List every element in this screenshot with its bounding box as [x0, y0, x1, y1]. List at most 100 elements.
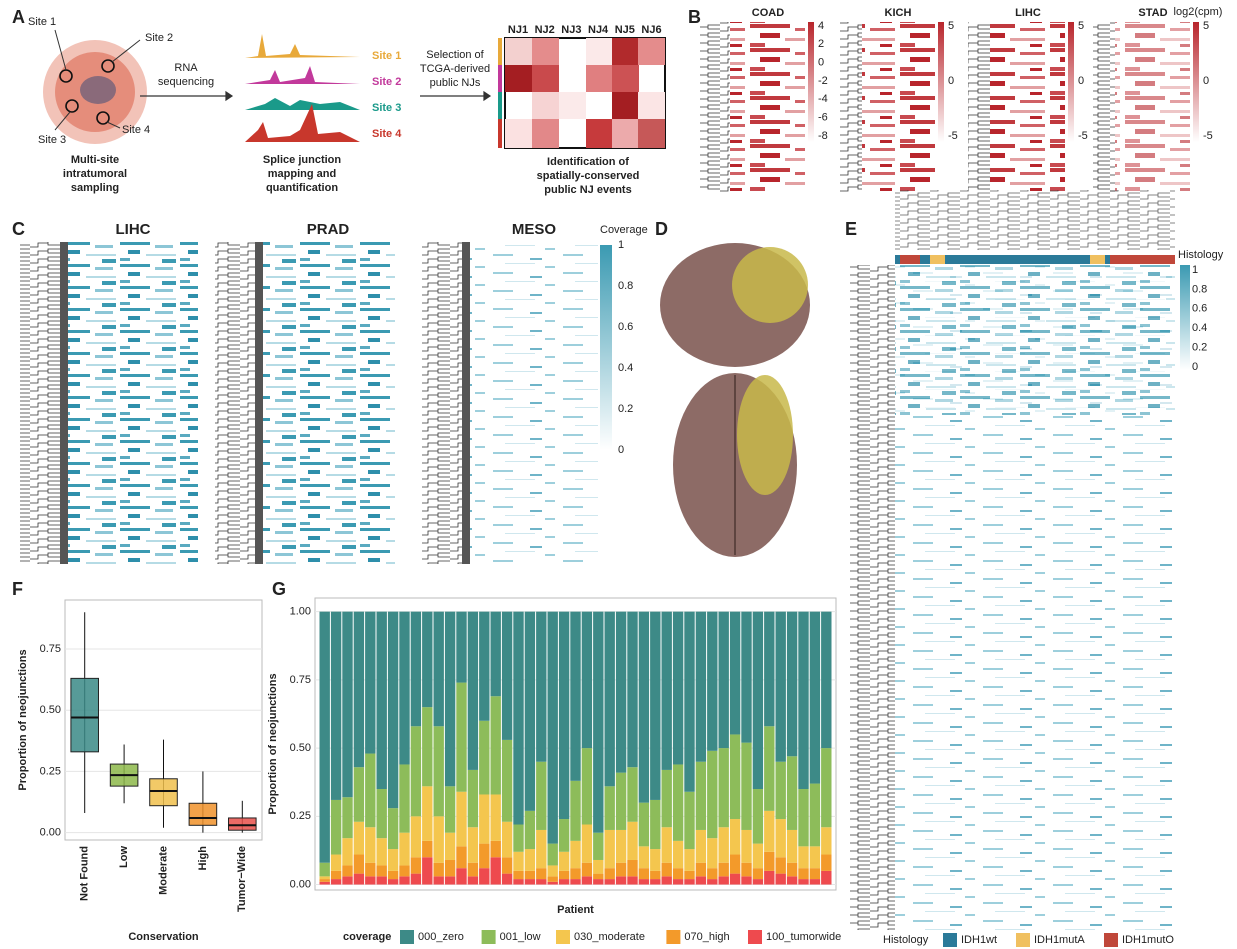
bar-segment	[821, 871, 831, 885]
bar-segment	[764, 852, 774, 871]
bar-segment	[536, 762, 546, 830]
site-label: Site 3	[38, 134, 66, 146]
colorbar-tick: 0.4	[618, 362, 633, 374]
y-tick-label: 0.75	[40, 643, 61, 655]
bar-segment	[445, 612, 455, 787]
bar-segment	[548, 844, 558, 866]
legend-label: IDH1wt	[961, 934, 997, 946]
bar-segment	[502, 612, 512, 740]
bar-segment	[730, 612, 740, 735]
bar-segment	[662, 863, 672, 877]
bar-segment	[616, 876, 626, 884]
colorbar-tick: -5	[948, 130, 958, 142]
legend-swatch	[943, 933, 957, 947]
legend-swatch	[666, 930, 680, 944]
bar-segment	[673, 879, 683, 884]
colorbar-tick: 0.8	[618, 280, 633, 292]
bar-segment	[377, 865, 387, 876]
colorbar-tick: 4	[818, 20, 824, 32]
bar-segment	[548, 865, 558, 876]
bar-segment	[673, 841, 683, 868]
bar-segment	[582, 876, 592, 884]
caption: sampling	[71, 182, 119, 194]
bar-segment	[377, 876, 387, 884]
colorbar-tick: 0	[818, 57, 824, 69]
bar-segment	[365, 876, 375, 884]
bar-segment	[605, 868, 615, 879]
bar-segment	[776, 819, 786, 857]
bar-segment	[719, 876, 729, 884]
x-tick-label: High	[197, 846, 209, 871]
bar-segment	[627, 822, 637, 860]
bar-segment	[673, 764, 683, 840]
bar-segment	[753, 879, 763, 884]
legend-label: 030_moderate	[574, 931, 645, 943]
caption: Selection of	[426, 49, 484, 61]
bar-segment	[684, 849, 694, 871]
bar-segment	[354, 767, 364, 822]
caption: public NJ events	[544, 184, 631, 196]
colorbar-tick: 0.2	[618, 403, 633, 415]
bar-segment	[719, 827, 729, 862]
bar-segment	[513, 612, 523, 825]
bar-segment	[684, 792, 694, 849]
panel-label: G	[272, 579, 286, 599]
bar-segment	[422, 786, 432, 841]
bar-segment	[502, 740, 512, 822]
bar-segment	[479, 794, 489, 843]
site-label: Site 1	[28, 16, 56, 28]
bar-segment	[434, 876, 444, 884]
bar-segment	[399, 833, 409, 866]
bar-segment	[479, 844, 489, 869]
bar-segment	[582, 825, 592, 863]
bar-segment	[673, 868, 683, 879]
arrows	[140, 92, 490, 100]
colorbar-title: Histology	[1178, 249, 1224, 261]
bar-segment	[707, 879, 717, 884]
bar-segment	[513, 879, 523, 884]
bar-segment	[548, 876, 558, 881]
bar-segment	[491, 794, 501, 840]
colorbar-tick: -2	[818, 75, 828, 87]
bar-segment	[696, 876, 706, 884]
bar-segment	[342, 876, 352, 884]
bar-segment	[570, 879, 580, 884]
bar-segment	[411, 874, 421, 885]
bar-segment	[593, 833, 603, 860]
bar-segment	[627, 876, 637, 884]
bar-segment	[468, 863, 478, 877]
bar-segment	[798, 879, 808, 884]
bar-segment	[331, 855, 341, 871]
bar-segment	[627, 612, 637, 768]
bar-segment	[627, 860, 637, 876]
bar-segment	[434, 816, 444, 862]
track-label: Site 1	[372, 50, 401, 62]
bar-segment	[696, 762, 706, 830]
bar-segment	[468, 827, 478, 862]
heatmap-title: STAD	[1138, 7, 1167, 19]
bar-segment	[354, 874, 364, 885]
bar-segment	[741, 863, 751, 877]
box	[229, 818, 257, 830]
legend-label: IDH1mutA	[1034, 934, 1085, 946]
bar-segment	[320, 879, 330, 882]
y-tick-label: 0.00	[290, 878, 311, 890]
bar-segment	[639, 803, 649, 847]
legend-label: IDH1mutO	[1122, 934, 1174, 946]
bar-segment	[639, 879, 649, 884]
x-axis-title: Patient	[557, 904, 594, 916]
heatmap-title: COAD	[752, 7, 784, 19]
bar-segment	[377, 612, 387, 789]
bar-segment	[650, 612, 660, 800]
y-tick-label: 1.00	[290, 606, 311, 618]
bar-segment	[536, 612, 546, 762]
bar-segment	[684, 879, 694, 884]
bar-segment	[753, 868, 763, 879]
bar-segment	[696, 612, 706, 762]
bar-segment	[479, 721, 489, 795]
panel-label: D	[655, 219, 668, 239]
bar-segment	[764, 871, 774, 885]
legend-swatch	[400, 930, 414, 944]
colorbar-tick: 5	[1078, 20, 1084, 32]
bar-segment	[582, 863, 592, 877]
